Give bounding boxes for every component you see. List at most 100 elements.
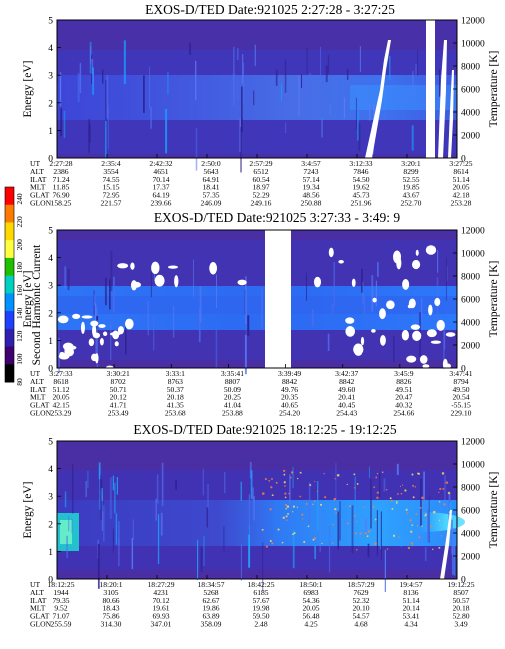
white-blob bbox=[411, 259, 421, 270]
table-cell: 54.36 bbox=[302, 596, 319, 605]
table-row-label: MLT bbox=[30, 393, 46, 402]
y-tick-label: 3 bbox=[48, 282, 53, 292]
streak bbox=[355, 97, 357, 130]
table-cell: 19:4:57 bbox=[399, 580, 422, 589]
y-tick-label: 1 bbox=[48, 548, 53, 558]
table-cell: 45.73 bbox=[352, 191, 369, 200]
noise-dot bbox=[385, 488, 388, 491]
table-cell: 3:12:33 bbox=[349, 159, 372, 168]
table-cell: 41.35 bbox=[167, 401, 184, 410]
table-cell: 2:35:4 bbox=[101, 159, 121, 168]
streak bbox=[106, 75, 109, 119]
vertical-streaks bbox=[64, 461, 456, 593]
streak bbox=[428, 495, 430, 543]
streak bbox=[233, 46, 235, 96]
streak bbox=[207, 484, 209, 508]
table-cell: 8702 bbox=[111, 377, 126, 386]
table-cell: 70.14 bbox=[152, 175, 169, 184]
white-blob bbox=[57, 315, 69, 324]
noise-dot bbox=[270, 478, 273, 480]
streak bbox=[254, 44, 256, 66]
streak bbox=[72, 464, 74, 514]
white-blob bbox=[354, 349, 363, 356]
streak bbox=[250, 470, 253, 500]
table-cell: 2:57:29 bbox=[249, 159, 272, 168]
white-blob bbox=[380, 335, 386, 346]
noise-dot bbox=[284, 492, 287, 495]
y-tick-label: 4 bbox=[48, 254, 53, 264]
noise-dot bbox=[407, 546, 411, 550]
white-blob bbox=[114, 341, 119, 347]
table-cell: 8842 bbox=[282, 377, 297, 386]
noise-dot bbox=[281, 541, 284, 544]
noise-dot bbox=[418, 536, 421, 539]
table-cell: 8826 bbox=[396, 377, 411, 386]
y-axis-label: Energy [eV] bbox=[22, 271, 34, 328]
streak bbox=[244, 334, 247, 375]
streak bbox=[245, 276, 247, 325]
streak bbox=[415, 63, 417, 75]
noise-dot bbox=[421, 496, 424, 500]
streak bbox=[311, 308, 314, 327]
white-blob bbox=[419, 355, 428, 364]
streak bbox=[400, 533, 402, 548]
table-cell: 70.12 bbox=[152, 596, 169, 605]
axes: 0 1 2 3 4 5 0 2000 4000 6000 8000 10000 12000 bbox=[48, 438, 485, 586]
streak bbox=[240, 481, 242, 501]
table-cell: 20.05 bbox=[52, 393, 69, 402]
streak bbox=[71, 518, 73, 534]
noise-dot bbox=[438, 491, 440, 494]
white-blob bbox=[345, 326, 356, 337]
streak bbox=[357, 110, 359, 141]
noise-dot bbox=[424, 513, 427, 516]
table-cell: 8136 bbox=[403, 588, 418, 597]
streak bbox=[292, 467, 294, 489]
table-cell: 2.48 bbox=[254, 620, 267, 629]
table-row-label: ALT bbox=[30, 588, 44, 597]
streak bbox=[373, 103, 375, 125]
table-cell: 18:34:57 bbox=[197, 580, 224, 589]
y2-tick-label: 8000 bbox=[461, 273, 480, 283]
y-tick-label: 5 bbox=[48, 17, 53, 27]
streak bbox=[449, 502, 452, 514]
y2-tick-label: 10000 bbox=[461, 40, 485, 50]
table-cell: 19:12:25 bbox=[447, 580, 474, 589]
y2-tick-label: 12000 bbox=[461, 438, 485, 448]
white-blob bbox=[371, 329, 376, 333]
white-gaps bbox=[57, 245, 456, 370]
table-cell: 49.76 bbox=[281, 385, 298, 394]
streak bbox=[452, 528, 454, 575]
y2-tick-label: 0 bbox=[461, 365, 466, 375]
table-cell: 2:50:0 bbox=[201, 159, 221, 168]
noise-dot bbox=[438, 519, 441, 521]
table-cell: 3.49 bbox=[454, 620, 467, 629]
noise-dot bbox=[419, 506, 422, 509]
noise-dot bbox=[284, 485, 286, 487]
noise-dot bbox=[333, 497, 337, 501]
table-cell: 64.91 bbox=[202, 175, 219, 184]
streak bbox=[85, 480, 87, 498]
table-cell: 20.12 bbox=[110, 393, 127, 402]
y2-tick-label: 10000 bbox=[461, 250, 485, 260]
panel-title: EXOS-D/TED Date:921025 3:27:33 - 3:49: 9 bbox=[154, 210, 401, 225]
table-cell: 3:39:49 bbox=[278, 369, 301, 378]
streak bbox=[436, 250, 439, 273]
table-cell: 8794 bbox=[453, 377, 468, 386]
streak bbox=[248, 525, 250, 568]
streak bbox=[66, 535, 68, 559]
table-cell: 51.14 bbox=[402, 596, 419, 605]
y2-axis-label: Temperature [K] bbox=[488, 261, 500, 338]
table-row-label: ILAT bbox=[30, 385, 47, 394]
noise-dot bbox=[277, 528, 280, 531]
table-cell: 40.32 bbox=[395, 401, 412, 410]
noise-dot bbox=[299, 495, 302, 498]
table-cell: 3:27:33 bbox=[49, 369, 72, 378]
white-blob bbox=[422, 364, 430, 369]
panel-title: EXOS-D/TED Date:921025 18:12:25 - 19:12:… bbox=[133, 422, 396, 437]
noise-dot bbox=[261, 528, 264, 531]
streak bbox=[443, 321, 445, 370]
streak bbox=[333, 262, 335, 307]
noise-dot bbox=[271, 494, 274, 497]
y-tick-label: 5 bbox=[48, 438, 53, 448]
table-cell: 18.97 bbox=[252, 183, 269, 192]
